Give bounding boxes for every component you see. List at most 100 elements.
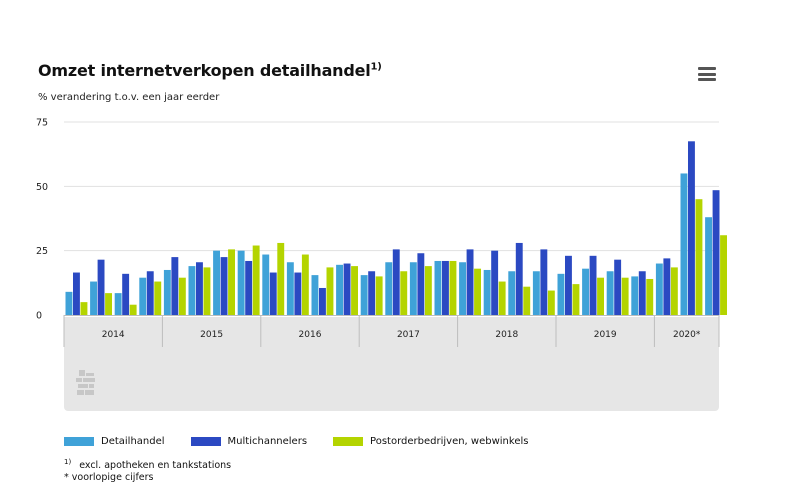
bar[interactable] bbox=[65, 291, 73, 315]
bar[interactable] bbox=[557, 273, 565, 315]
bar[interactable] bbox=[311, 275, 319, 315]
bar[interactable] bbox=[449, 260, 457, 315]
bar[interactable] bbox=[572, 284, 580, 315]
bar[interactable] bbox=[146, 271, 154, 315]
bar[interactable] bbox=[547, 290, 555, 315]
y-tick-label: 0 bbox=[36, 311, 42, 322]
bar[interactable] bbox=[351, 266, 358, 315]
bar[interactable] bbox=[213, 250, 220, 315]
bar[interactable] bbox=[597, 277, 604, 315]
bar[interactable] bbox=[122, 273, 130, 315]
bar[interactable] bbox=[680, 173, 688, 315]
bar[interactable] bbox=[498, 281, 506, 315]
bar[interactable] bbox=[417, 253, 425, 315]
bar[interactable] bbox=[631, 276, 639, 315]
bar[interactable] bbox=[269, 272, 277, 315]
bar[interactable] bbox=[105, 293, 112, 315]
menu-line bbox=[698, 78, 716, 81]
footnote-2: * voorlopige cijfers bbox=[64, 472, 154, 483]
bar[interactable] bbox=[368, 271, 376, 315]
bar[interactable] bbox=[139, 277, 147, 315]
bar[interactable] bbox=[90, 281, 97, 315]
bar[interactable] bbox=[491, 250, 499, 315]
bar[interactable] bbox=[483, 269, 491, 315]
bar[interactable] bbox=[188, 266, 196, 315]
bar[interactable] bbox=[621, 277, 629, 315]
bar[interactable] bbox=[688, 141, 695, 315]
bar[interactable] bbox=[409, 262, 417, 315]
chart-title: Omzet internetverkopen detailhandel1) bbox=[38, 61, 382, 80]
bar[interactable] bbox=[655, 263, 663, 315]
bar[interactable] bbox=[434, 260, 442, 315]
bar[interactable] bbox=[326, 267, 334, 315]
bar[interactable] bbox=[114, 293, 122, 315]
legend-label: Detailhandel bbox=[101, 435, 165, 447]
bar[interactable] bbox=[220, 257, 228, 315]
legend-item-multichannelers[interactable]: Multichannelers bbox=[190, 435, 308, 447]
bar[interactable] bbox=[286, 262, 294, 315]
bar[interactable] bbox=[606, 271, 614, 315]
bar[interactable] bbox=[203, 267, 211, 315]
bar[interactable] bbox=[129, 304, 137, 315]
bar[interactable] bbox=[540, 249, 548, 315]
bar[interactable] bbox=[237, 250, 245, 315]
y-tick-label: 25 bbox=[36, 246, 48, 257]
chart-subtitle: % verandering t.o.v. een jaar eerder bbox=[38, 92, 220, 103]
bar[interactable] bbox=[442, 260, 449, 315]
bar[interactable] bbox=[319, 287, 326, 315]
bar[interactable] bbox=[466, 249, 474, 315]
bar[interactable] bbox=[245, 260, 253, 315]
x-year-label: 2020* bbox=[673, 330, 701, 340]
bar[interactable] bbox=[565, 255, 572, 315]
bar[interactable] bbox=[336, 264, 343, 315]
bar[interactable] bbox=[385, 262, 393, 315]
bar[interactable] bbox=[508, 271, 516, 315]
bar[interactable] bbox=[343, 263, 351, 315]
bar[interactable] bbox=[171, 257, 179, 315]
bar[interactable] bbox=[252, 245, 260, 315]
x-year-label: 2014 bbox=[102, 330, 125, 340]
legend-item-detailhandel[interactable]: Detailhandel bbox=[64, 436, 165, 447]
bar[interactable] bbox=[400, 271, 408, 315]
bar[interactable] bbox=[97, 259, 105, 315]
bar[interactable] bbox=[360, 275, 368, 315]
bar[interactable] bbox=[712, 190, 720, 315]
bar[interactable] bbox=[178, 277, 186, 315]
hamburger-menu-icon[interactable] bbox=[698, 67, 716, 81]
bar[interactable] bbox=[532, 271, 540, 315]
bar[interactable] bbox=[459, 262, 466, 315]
legend-label: Multichannelers bbox=[227, 435, 308, 447]
x-year-label: 2016 bbox=[299, 330, 322, 340]
bar[interactable] bbox=[646, 278, 654, 315]
bar[interactable] bbox=[73, 272, 80, 315]
bar[interactable] bbox=[294, 272, 302, 315]
bar[interactable] bbox=[163, 269, 171, 315]
bar[interactable] bbox=[589, 255, 597, 315]
bar[interactable] bbox=[695, 199, 703, 315]
bar[interactable] bbox=[523, 286, 531, 315]
legend-swatch bbox=[333, 436, 364, 446]
bar[interactable] bbox=[277, 242, 285, 315]
bar[interactable] bbox=[154, 281, 162, 315]
bar[interactable] bbox=[80, 302, 88, 315]
bar[interactable] bbox=[262, 254, 270, 315]
bar[interactable] bbox=[228, 249, 235, 315]
bar[interactable] bbox=[582, 268, 589, 315]
bar[interactable] bbox=[196, 262, 203, 315]
legend-item-postorder[interactable]: Postorderbedrijven, webwinkels bbox=[333, 436, 528, 447]
bar[interactable] bbox=[515, 242, 523, 315]
bar[interactable] bbox=[705, 217, 712, 315]
bar[interactable] bbox=[670, 267, 678, 315]
y-tick-label: 75 bbox=[36, 118, 48, 129]
bar[interactable] bbox=[614, 259, 622, 315]
bar[interactable] bbox=[720, 235, 727, 315]
bar[interactable] bbox=[474, 268, 481, 315]
bar[interactable] bbox=[301, 254, 309, 315]
bar[interactable] bbox=[663, 258, 671, 315]
bar[interactable] bbox=[375, 276, 383, 315]
bar[interactable] bbox=[638, 271, 646, 315]
bar[interactable] bbox=[392, 249, 400, 315]
x-year-label: 2015 bbox=[200, 330, 223, 340]
chart-legend: Detailhandel Multichannelers Postorderbe… bbox=[64, 433, 554, 449]
bar[interactable] bbox=[424, 266, 432, 315]
